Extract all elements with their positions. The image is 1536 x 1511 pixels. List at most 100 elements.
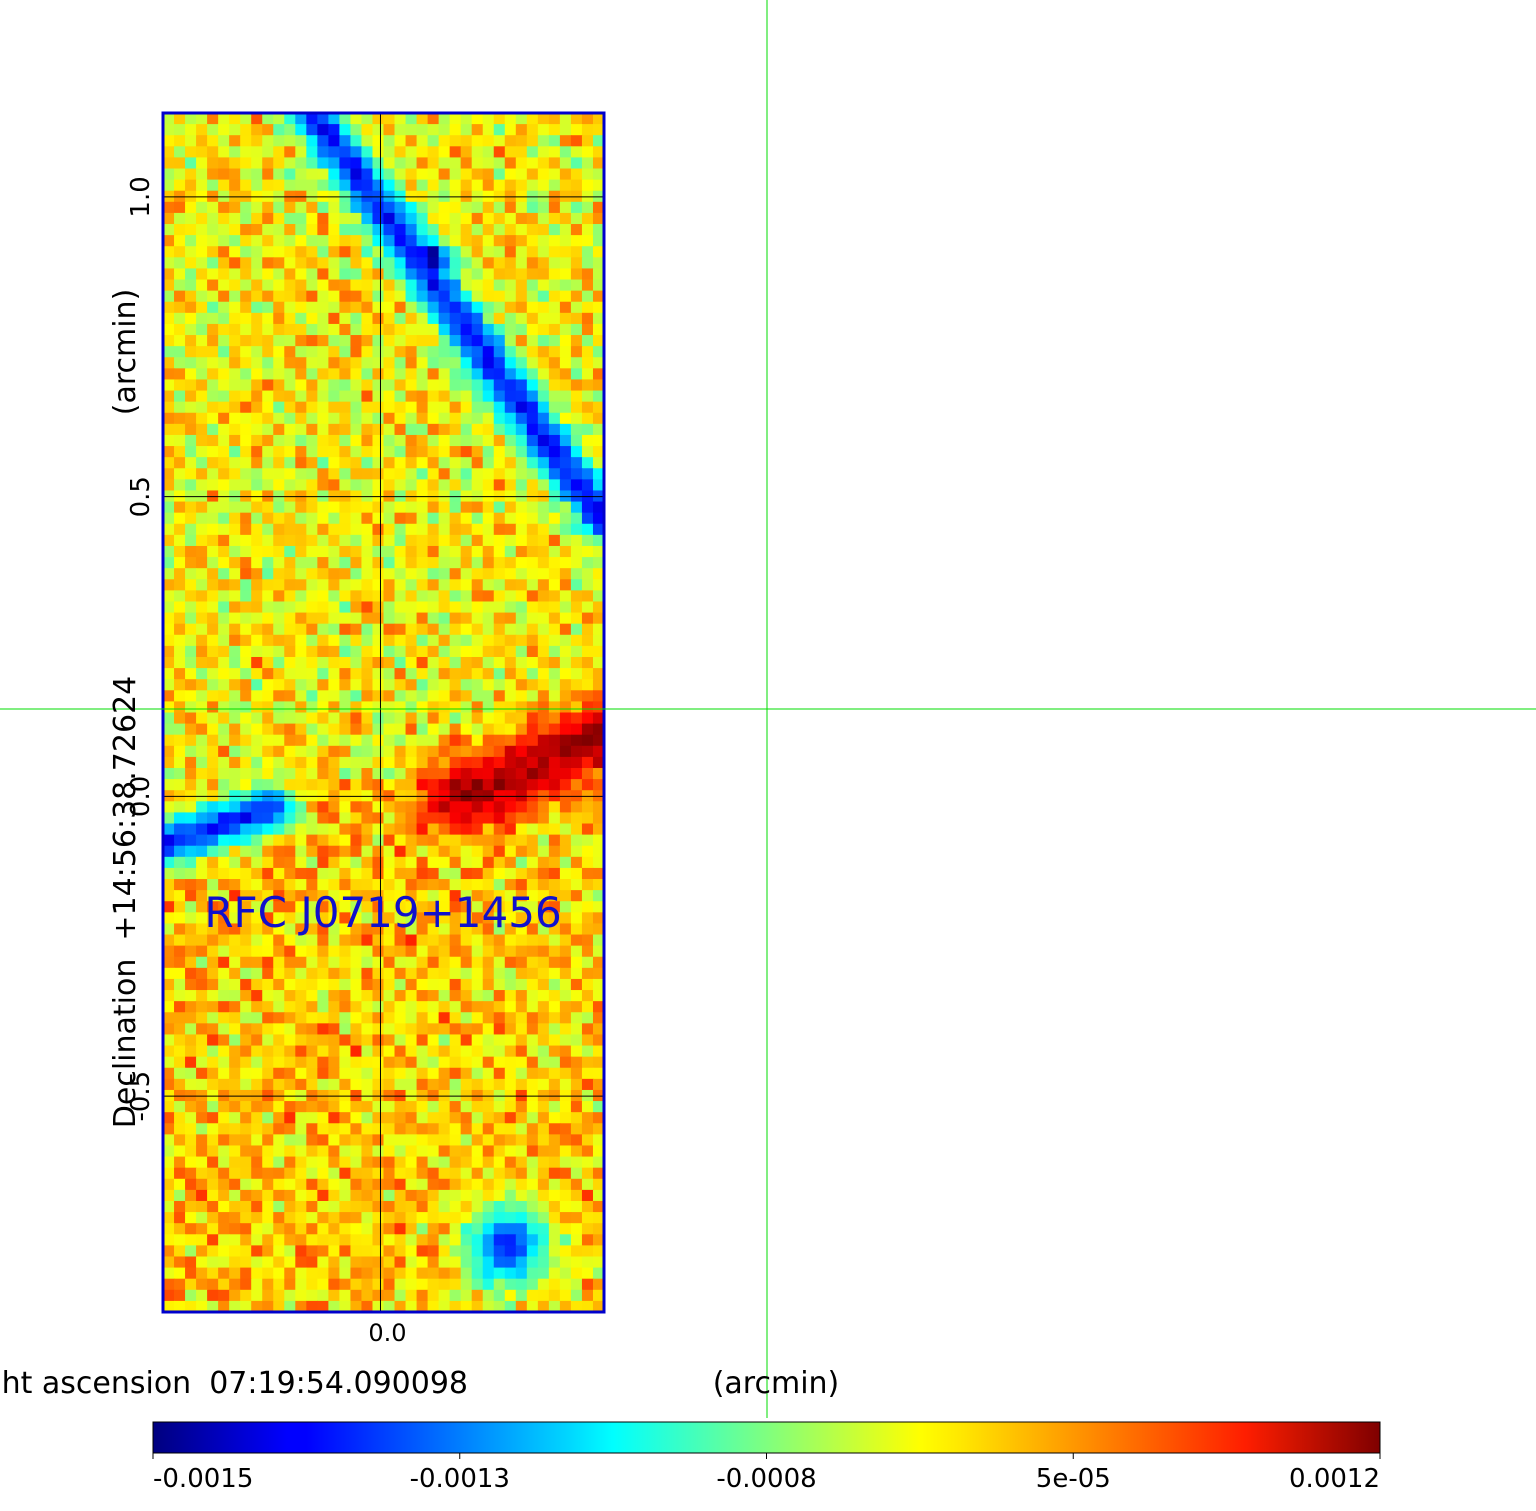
heatmap-cell: [548, 579, 561, 591]
heatmap-cell: [273, 212, 285, 225]
heatmap-cell: [515, 446, 528, 458]
heatmap-cell: [328, 168, 341, 181]
heatmap-cell: [449, 179, 462, 192]
heatmap-cell: [185, 1034, 197, 1047]
heatmap-cell: [306, 434, 318, 447]
heatmap-cell: [526, 279, 539, 292]
heatmap-cell: [438, 1234, 451, 1246]
heatmap-cell: [427, 1012, 440, 1024]
heatmap-cell: [218, 224, 230, 236]
heatmap-cell: [196, 312, 208, 325]
heatmap-cell: [515, 268, 528, 281]
heatmap-cell: [460, 645, 473, 658]
heatmap-cell: [262, 201, 274, 214]
heatmap-cell: [504, 723, 517, 736]
heatmap-cell: [317, 1256, 329, 1269]
heatmap-cell: [306, 967, 318, 980]
heatmap-cell: [482, 1112, 495, 1124]
heatmap-cell: [207, 579, 219, 591]
heatmap-cell: [328, 301, 341, 314]
heatmap-cell: [427, 235, 440, 247]
heatmap-cell: [185, 357, 197, 369]
heatmap-cell: [438, 768, 451, 780]
heatmap-cell: [196, 246, 208, 258]
heatmap-cell: [394, 423, 407, 436]
heatmap-cell: [218, 379, 230, 392]
heatmap-cell: [339, 1101, 352, 1113]
heatmap-cell: [372, 401, 385, 414]
heatmap-cell: [449, 1012, 462, 1024]
heatmap-cell: [438, 1067, 451, 1080]
heatmap-cell: [284, 712, 296, 725]
heatmap-cell: [207, 301, 219, 314]
heatmap-cell: [185, 1245, 197, 1258]
heatmap-cell: [251, 923, 263, 936]
heatmap-cell: [515, 1278, 528, 1291]
heatmap-cell: [251, 1200, 263, 1213]
heatmap-cell: [526, 246, 539, 258]
heatmap-cell: [581, 335, 594, 347]
heatmap-cell: [229, 712, 241, 725]
heatmap-cell: [471, 290, 484, 303]
heatmap-cell: [306, 512, 318, 525]
heatmap-cell: [328, 690, 341, 702]
heatmap-cell: [559, 623, 572, 636]
heatmap-cell: [482, 1056, 495, 1069]
heatmap-cell: [460, 357, 473, 369]
heatmap-cell: [515, 168, 528, 181]
heatmap-cell: [394, 623, 407, 636]
heatmap-cell: [273, 612, 285, 625]
heatmap-cell: [493, 301, 506, 314]
heatmap-cell: [185, 801, 197, 814]
heatmap-cell: [174, 623, 186, 636]
heatmap-cell: [350, 557, 363, 569]
heatmap-cell: [350, 834, 363, 847]
heatmap-cell: [218, 501, 230, 514]
heatmap-cell: [306, 568, 318, 580]
heatmap-cell: [449, 856, 462, 869]
heatmap-cell: [306, 368, 318, 381]
heatmap-cell: [273, 312, 285, 325]
heatmap-cell: [438, 357, 451, 369]
heatmap-cell: [394, 668, 407, 680]
heatmap-cell: [207, 257, 219, 270]
heatmap-cell: [482, 235, 495, 247]
heatmap-cell: [229, 745, 241, 758]
heatmap-cell: [174, 1167, 186, 1180]
heatmap-cell: [592, 1223, 604, 1235]
heatmap-cell: [295, 1056, 307, 1069]
heatmap-cell: [383, 1145, 396, 1158]
heatmap-cell: [295, 1200, 307, 1213]
heatmap-cell: [273, 512, 285, 525]
heatmap-cell: [493, 168, 506, 181]
heatmap-cell: [548, 479, 561, 492]
heatmap-cell: [295, 934, 307, 947]
heatmap-cell: [317, 1123, 329, 1135]
heatmap-cell: [493, 312, 506, 325]
heatmap-cell: [163, 457, 175, 469]
heatmap-cell: [482, 745, 495, 758]
heatmap-cell: [251, 1067, 263, 1080]
heatmap-cell: [163, 867, 175, 880]
heatmap-cell: [570, 368, 583, 381]
heatmap-cell: [240, 557, 252, 569]
heatmap-cell: [185, 901, 197, 913]
heatmap-cell: [372, 412, 385, 425]
heatmap-cell: [174, 279, 186, 292]
heatmap-cell: [251, 1078, 263, 1091]
heatmap-cell: [196, 834, 208, 847]
heatmap-cell: [570, 457, 583, 469]
heatmap-cell: [284, 423, 296, 436]
heatmap-cell: [559, 335, 572, 347]
heatmap-cell: [163, 579, 175, 591]
heatmap-cell: [460, 368, 473, 381]
heatmap-cell: [537, 901, 550, 913]
heatmap-cell: [493, 113, 506, 125]
heatmap-cell: [361, 135, 374, 147]
heatmap-cell: [592, 1034, 604, 1047]
heatmap-cell: [229, 945, 241, 958]
heatmap-cell: [306, 856, 318, 869]
heatmap-cell: [306, 124, 318, 136]
heatmap-cell: [515, 812, 528, 825]
heatmap-cell: [570, 1267, 583, 1280]
